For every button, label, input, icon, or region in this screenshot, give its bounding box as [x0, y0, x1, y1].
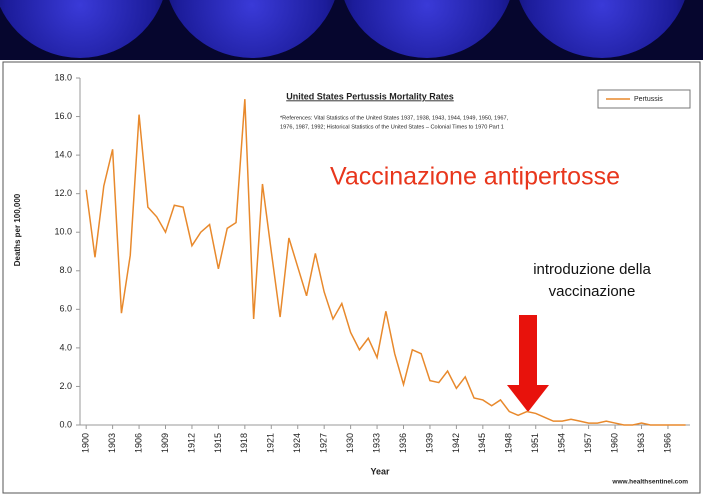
- x-axis-label: Year: [370, 466, 390, 476]
- x-tick-label: 1906: [133, 433, 143, 453]
- legend-label: Pertussis: [634, 96, 663, 103]
- x-tick-label: 1915: [213, 433, 223, 453]
- y-tick-label: 18.0: [54, 72, 72, 82]
- x-tick-label: 1957: [583, 433, 593, 453]
- x-tick-label: 1942: [451, 433, 461, 453]
- x-tick-label: 1909: [160, 433, 170, 453]
- y-tick-label: 12.0: [54, 188, 72, 198]
- x-tick-label: 1930: [345, 433, 355, 453]
- y-tick-label: 0.0: [59, 419, 72, 429]
- x-tick-label: 1903: [107, 433, 117, 453]
- x-tick-label: 1951: [530, 433, 540, 453]
- y-axis-label: Deaths per 100,000: [13, 193, 22, 266]
- x-tick-label: 1912: [186, 433, 196, 453]
- data-line: [85, 99, 686, 426]
- x-tick-label: 1900: [81, 433, 91, 453]
- y-tick-label: 6.0: [59, 304, 72, 314]
- y-tick-label: 14.0: [54, 149, 72, 159]
- x-tick-label: 1927: [319, 433, 329, 453]
- x-tick-label: 1933: [371, 433, 381, 453]
- x-tick-label: 1960: [609, 433, 619, 453]
- y-tick-label: 8.0: [59, 265, 72, 275]
- annotation: vaccinazione: [549, 283, 636, 300]
- y-tick-label: 10.0: [54, 227, 72, 237]
- y-tick-label: 2.0: [59, 381, 72, 391]
- x-tick-label: 1939: [424, 433, 434, 453]
- chart-title: United States Pertussis Mortality Rates: [286, 91, 454, 101]
- x-tick-label: 1921: [266, 433, 276, 453]
- x-tick-label: 1924: [292, 433, 302, 453]
- x-tick-label: 1963: [636, 433, 646, 453]
- x-tick-label: 1948: [504, 433, 514, 453]
- x-tick-label: 1945: [477, 433, 487, 453]
- legend-box: [597, 89, 691, 109]
- headline: Vaccinazione antipertosse: [330, 163, 620, 191]
- arrow: [507, 315, 549, 412]
- x-tick-label: 1954: [557, 433, 567, 453]
- x-tick-label: 1966: [662, 433, 672, 453]
- references: 1976, 1987, 1992; Historical Statistics …: [280, 124, 504, 130]
- annotation: introduzione della: [533, 261, 651, 278]
- x-tick-label: 1936: [398, 433, 408, 453]
- y-tick-label: 4.0: [59, 342, 72, 352]
- header-band: [0, 0, 703, 60]
- x-tick-label: 1918: [239, 433, 249, 453]
- references: *References: Vital Statistics of the Uni…: [280, 115, 509, 121]
- source: www.healthsentinel.com: [611, 479, 688, 486]
- y-tick-label: 16.0: [54, 111, 72, 121]
